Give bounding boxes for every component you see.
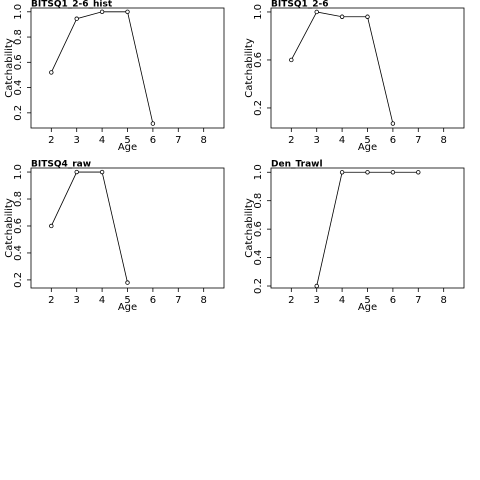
plot-box <box>30 167 225 289</box>
x-tick-label: 4 <box>339 135 345 146</box>
y-axis-label: Catchability <box>4 198 15 258</box>
x-tick-label: 5 <box>364 295 370 306</box>
point <box>365 170 370 175</box>
point <box>289 57 294 63</box>
y-tick-label: 0.8 <box>253 193 264 209</box>
x-tick-label: 3 <box>314 295 320 306</box>
x-tick-label: 7 <box>415 295 421 306</box>
x-tick-label: 6 <box>150 135 156 146</box>
x-tick-label: 4 <box>99 295 105 306</box>
y-tick-label: 0.4 <box>13 245 24 261</box>
x-tick-label: 4 <box>339 295 345 306</box>
x-tick-label: 8 <box>200 295 206 306</box>
point <box>74 169 79 175</box>
panel: BITSQ4_raw 2 3 4 5 6 7 8 0.2 0.4 0.6 0.8 1.0 Age Catch… <box>4 160 225 313</box>
x-tick-label: 4 <box>99 135 105 146</box>
y-tick-label: 1.0 <box>13 4 24 20</box>
x-axis-label: Age <box>358 302 377 313</box>
point <box>416 170 421 175</box>
x-tick-label: 2 <box>288 295 294 306</box>
y-tick-label: 1.0 <box>253 4 264 20</box>
y-tick-label: 0.6 <box>253 221 264 237</box>
x-tick-label: 6 <box>390 295 396 306</box>
y-tick-label: 0.2 <box>13 105 24 121</box>
x-tick-label: 2 <box>48 295 54 306</box>
panel: Den_Trawl 2 3 4 5 6 7 8 0.2 0.4 0.6 0.8 1.0 Age Catcha… <box>244 160 465 313</box>
y-axis-label: Catchability <box>4 38 15 98</box>
point <box>99 9 105 14</box>
y-tick-label: 0.4 <box>253 250 264 266</box>
x-tick-label: 7 <box>415 135 421 146</box>
point <box>339 170 345 175</box>
x-axis-label: Age <box>358 142 377 153</box>
y-tick-label: 0.8 <box>13 29 24 45</box>
point <box>390 170 396 175</box>
point <box>314 9 319 15</box>
panel: BITSQ1_2-6_hist 2 3 4 5 6 7 8 0.2 0.4 0.6 0.8 1.0 Age… <box>4 0 225 153</box>
point <box>150 121 156 126</box>
x-tick-label: 2 <box>48 135 54 146</box>
x-tick-label: 8 <box>200 135 206 146</box>
point <box>365 14 370 19</box>
y-axis-label: Catchability <box>244 198 255 258</box>
y-tick-label: 0.2 <box>253 278 264 294</box>
y-tick-label: 0.2 <box>13 272 24 288</box>
point <box>49 70 54 75</box>
x-tick-label: 7 <box>175 135 181 146</box>
panel-title: BITSQ1_2-6 <box>271 0 329 10</box>
x-tick-label: 8 <box>440 135 446 146</box>
panel-title: BITSQ4_raw <box>31 160 91 170</box>
x-tick-label: 5 <box>124 135 130 146</box>
x-tick-label: 3 <box>314 135 320 146</box>
point <box>125 9 130 14</box>
panel-title: Den_Trawl <box>271 160 323 170</box>
x-tick-label: 6 <box>390 135 396 146</box>
y-tick-label: 1.0 <box>253 164 264 180</box>
point <box>390 121 396 126</box>
point <box>314 283 319 289</box>
panel-title: BITSQ1_2-6_hist <box>31 0 113 10</box>
plot-box <box>30 7 225 129</box>
x-tick-label: 3 <box>74 295 80 306</box>
point <box>99 169 105 175</box>
x-axis-label: Age <box>118 142 137 153</box>
point <box>49 223 54 229</box>
series-line <box>290 11 394 124</box>
y-tick-label: 1.0 <box>13 164 24 180</box>
x-tick-label: 7 <box>175 295 181 306</box>
x-tick-label: 5 <box>364 135 370 146</box>
series-line <box>316 171 419 287</box>
series-line <box>50 171 128 283</box>
y-tick-label: 0.2 <box>253 100 264 116</box>
y-tick-label: 0.6 <box>253 52 264 68</box>
x-tick-label: 3 <box>74 135 80 146</box>
x-axis-label: Age <box>118 302 137 313</box>
y-tick-label: 0.4 <box>13 80 24 96</box>
x-tick-label: 6 <box>150 295 156 306</box>
y-tick-label: 0.8 <box>13 191 24 207</box>
point <box>125 280 130 285</box>
panel: BITSQ1_2-6 2 3 4 5 6 7 8 0.2 0.6 1.0 Age Catchabilit… <box>244 0 465 153</box>
x-tick-label: 5 <box>124 295 130 306</box>
point <box>74 16 79 21</box>
y-tick-label: 0.6 <box>13 218 24 234</box>
series-line <box>50 11 154 124</box>
point <box>339 14 345 19</box>
y-axis-label: Catchability <box>244 38 255 98</box>
plot-box <box>270 167 465 289</box>
y-tick-label: 0.6 <box>13 54 24 70</box>
plot-box <box>270 7 465 129</box>
x-tick-label: 2 <box>288 135 294 146</box>
x-tick-label: 8 <box>440 295 446 306</box>
